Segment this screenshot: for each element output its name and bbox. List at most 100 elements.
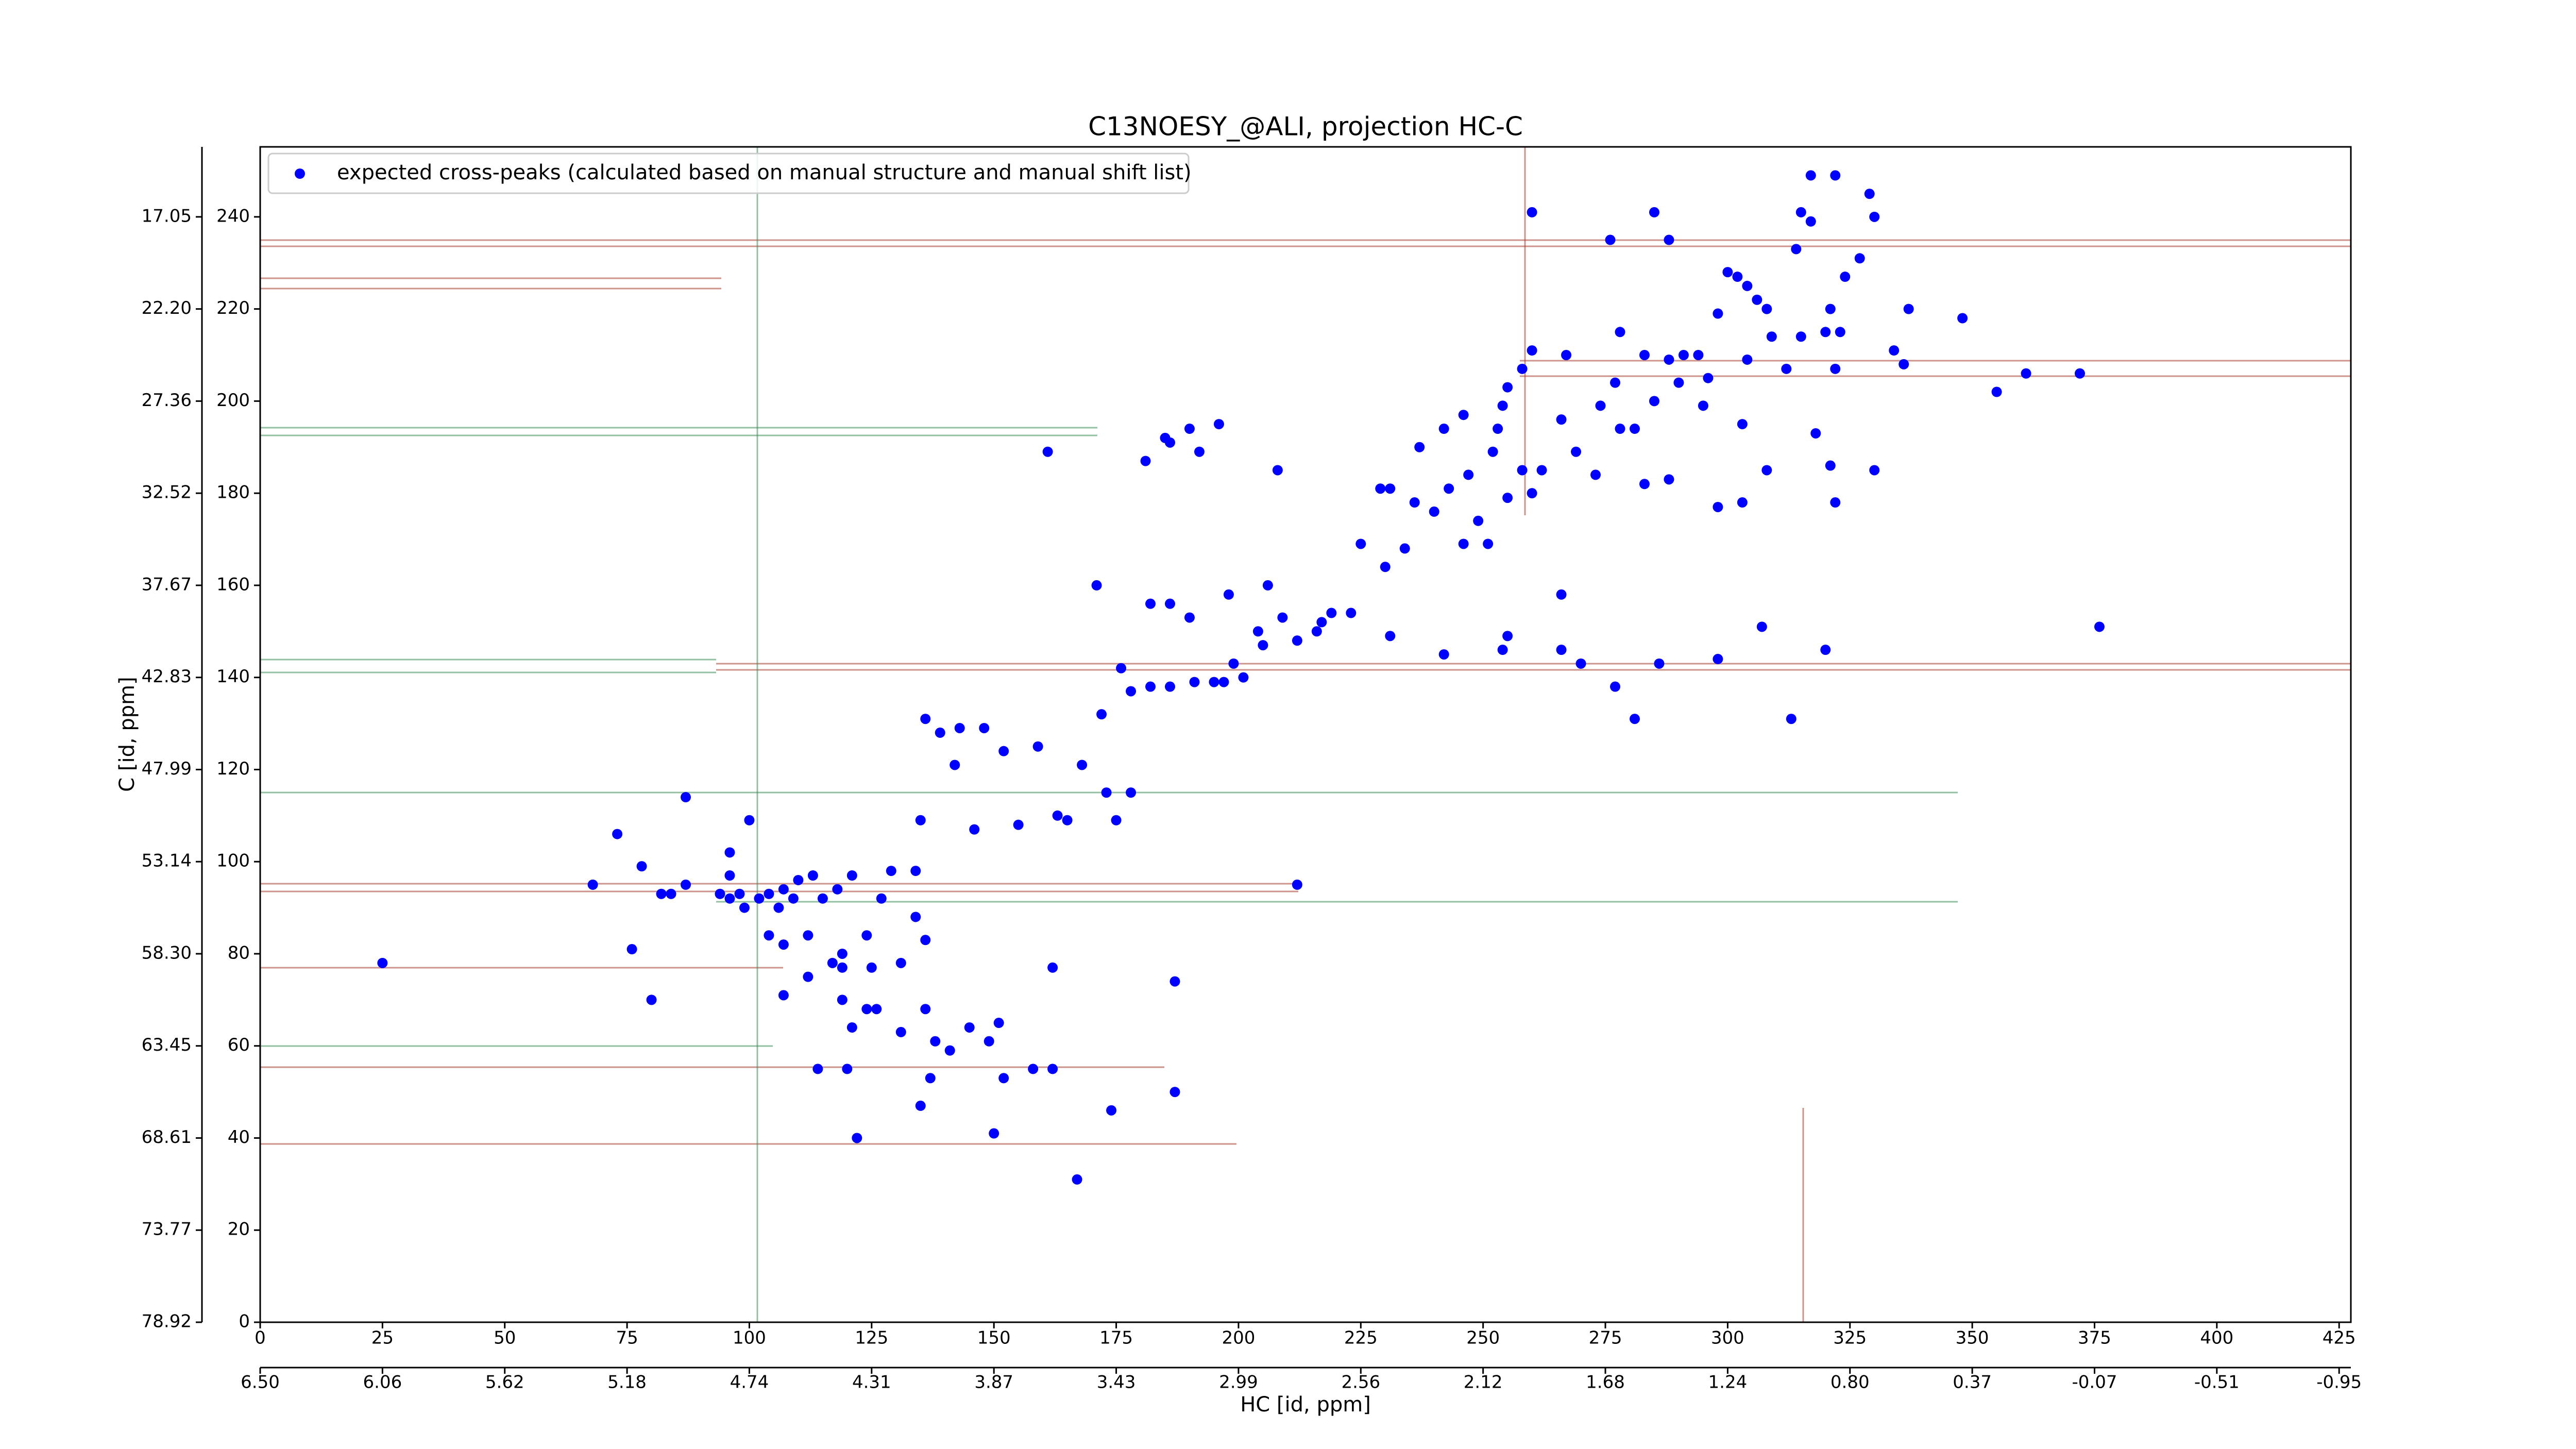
cross-peak xyxy=(1830,363,1841,374)
cross-peak xyxy=(1693,350,1704,361)
cross-peak xyxy=(984,1036,994,1047)
legend-box xyxy=(267,153,1190,194)
cross-peak xyxy=(1047,1064,1058,1074)
cross-peak xyxy=(1795,331,1806,342)
cross-peak xyxy=(1483,538,1494,549)
cross-peak xyxy=(1429,506,1439,517)
cross-peak xyxy=(1654,658,1665,669)
y-tick-label: 200 xyxy=(216,390,250,411)
cross-peak xyxy=(1126,686,1137,697)
cross-peak xyxy=(1096,709,1107,720)
cross-peak xyxy=(846,1022,857,1033)
cross-peak xyxy=(1493,424,1503,434)
cross-peak xyxy=(1326,608,1337,618)
cross-peak xyxy=(1732,272,1743,282)
cross-peak xyxy=(1713,653,1723,664)
cross-peak xyxy=(1561,350,1572,361)
cross-peak xyxy=(1615,424,1625,434)
cross-peak xyxy=(1062,815,1073,825)
cross-peak xyxy=(1639,479,1650,490)
cross-peak xyxy=(1786,714,1797,724)
cross-peak xyxy=(1409,497,1420,508)
cross-peak xyxy=(1355,538,1366,549)
y-tick-label: 140 xyxy=(216,666,250,687)
cross-peak xyxy=(1590,469,1601,480)
cross-peak xyxy=(1605,234,1616,245)
cross-peak xyxy=(998,1073,1009,1084)
cross-peak xyxy=(832,884,843,895)
x2-tick-label: 1.24 xyxy=(1708,1372,1748,1393)
y-tick-label: 0 xyxy=(239,1311,250,1332)
cross-peak xyxy=(1209,677,1219,687)
cross-peak xyxy=(1292,635,1302,646)
x-tick-label: 50 xyxy=(494,1328,516,1349)
cross-peak xyxy=(998,746,1009,756)
cross-peak xyxy=(1805,216,1816,227)
cross-peak xyxy=(1414,442,1425,452)
cross-peak xyxy=(1766,331,1777,342)
cross-peak xyxy=(1101,787,1112,798)
y-tick-label: 60 xyxy=(228,1035,250,1055)
cross-peak xyxy=(744,815,755,825)
x-tick-label: 125 xyxy=(855,1328,888,1349)
cross-peak xyxy=(1678,350,1689,361)
cross-peak xyxy=(950,760,960,770)
x-tick-label: 425 xyxy=(2323,1328,2356,1349)
cross-peak xyxy=(1629,714,1640,724)
y-tick-label: 80 xyxy=(228,942,250,963)
cross-peak xyxy=(626,944,637,955)
cross-peak xyxy=(715,888,725,899)
cross-peak xyxy=(1991,386,2002,397)
x-axis-label: HC [id, ppm] xyxy=(1240,1393,1371,1417)
cross-peak xyxy=(1957,313,1968,324)
x2-tick-label: 5.62 xyxy=(485,1372,524,1393)
y-tick-label: 40 xyxy=(228,1127,250,1148)
cross-peak xyxy=(852,1133,862,1143)
cross-peak xyxy=(827,957,838,968)
cross-peak xyxy=(861,1004,872,1015)
cross-peak xyxy=(1805,170,1816,181)
cross-peak xyxy=(1756,621,1767,632)
cross-peak xyxy=(837,962,848,973)
cross-peak xyxy=(681,792,691,803)
cross-peak xyxy=(2094,621,2105,632)
cross-peak xyxy=(1698,400,1708,411)
x-tick-label: 250 xyxy=(1466,1328,1500,1349)
cross-peak xyxy=(964,1022,975,1033)
cross-peak xyxy=(1375,483,1386,494)
cross-peak xyxy=(1830,497,1841,508)
cross-peak xyxy=(1889,345,1900,356)
y2-tick-label: 63.45 xyxy=(142,1035,192,1055)
cross-peak xyxy=(656,888,667,899)
cross-peak xyxy=(817,893,828,904)
cross-peak xyxy=(1869,465,1880,476)
x2-tick-label: 0.80 xyxy=(1831,1372,1870,1393)
cross-peak xyxy=(1536,465,1547,476)
cross-peak xyxy=(1664,474,1674,485)
cross-peak xyxy=(876,893,887,904)
cross-peak xyxy=(1438,424,1449,434)
cross-peak xyxy=(1164,681,1175,692)
cross-peak xyxy=(1903,304,1914,314)
cross-peak xyxy=(1170,976,1180,987)
y2-tick-label: 17.05 xyxy=(142,206,192,226)
y-tick-label: 240 xyxy=(216,206,250,226)
cross-peak xyxy=(1458,538,1469,549)
cross-peak xyxy=(846,870,857,881)
x2-tick-label: 3.87 xyxy=(974,1372,1013,1393)
cross-peak xyxy=(1673,377,1684,388)
cross-peak xyxy=(778,884,789,895)
cross-peak xyxy=(1438,649,1449,660)
cross-peak xyxy=(1463,469,1474,480)
cross-peak xyxy=(739,902,750,913)
y2-tick-label: 58.30 xyxy=(142,942,192,963)
legend-marker xyxy=(295,169,305,179)
cross-peak xyxy=(1810,428,1821,439)
cross-peak xyxy=(1189,677,1200,687)
y2-tick-label: 22.20 xyxy=(142,298,192,318)
cross-peak xyxy=(915,1100,926,1111)
x-tick-label: 150 xyxy=(977,1328,1011,1349)
cross-peak xyxy=(803,971,814,982)
cross-peak xyxy=(1664,354,1674,365)
x-tick-label: 100 xyxy=(733,1328,766,1349)
